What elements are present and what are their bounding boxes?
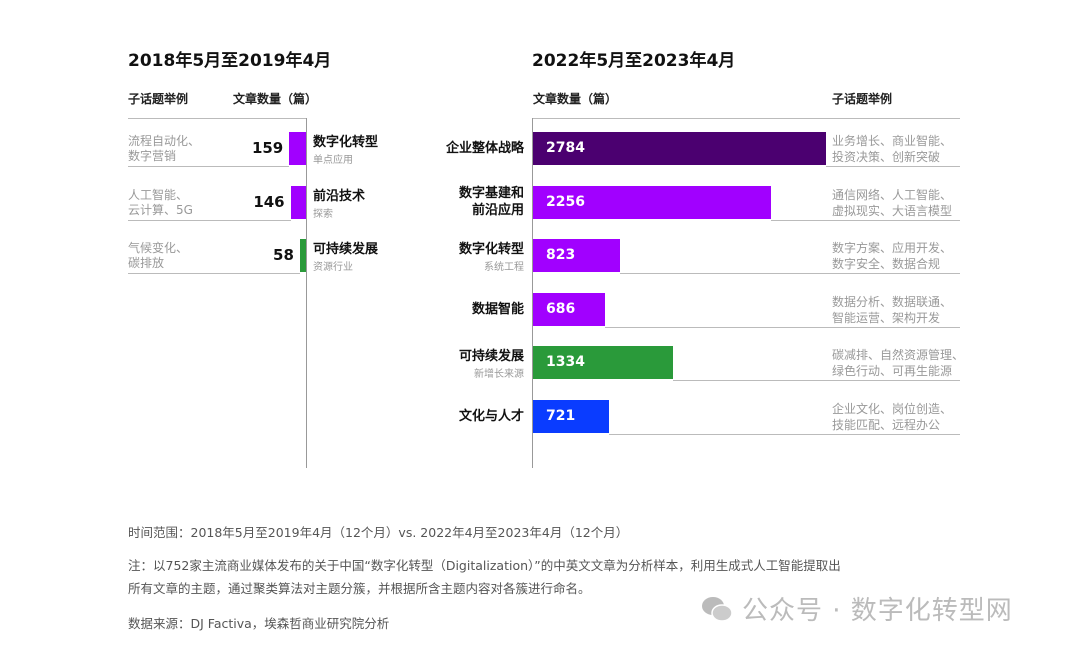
subtopic-examples: 人工智能、 云计算、5G [128,187,193,217]
bar [533,292,606,326]
subtopic-examples: 气候变化、 碳排放 [128,241,189,270]
row-line [128,273,300,274]
footer-note-line1: 注：以752家主流商业媒体发布的关于中国“数字化转型（Digitalizatio… [128,558,841,573]
wechat-icon [702,596,733,622]
right-axis [532,118,533,468]
left-subtopic-header: 子话题举例 [128,92,189,106]
value-label: 159 [251,139,284,157]
right-chart-title: 2022年5月至2023年4月 [532,51,736,71]
row-line [673,380,960,381]
category-label: 数据智能 [471,301,524,317]
category-label: 文化与人才 [458,408,524,424]
left-count-header: 文章数量（篇） [233,92,318,106]
value-label: 2784 [546,140,585,156]
row-line [128,219,291,221]
left-top-line [128,118,306,119]
bar [533,185,771,219]
value-label: 721 [546,407,576,424]
category-label: 数字化转型 [313,135,379,150]
subtopic-examples: 碳减排、自然资源管理、 绿色行动、可再生能源 [832,348,965,378]
value-label: 823 [546,247,576,263]
value-label: 686 [546,300,576,317]
category-sublabel: 探索 [313,208,333,220]
subtopic-examples: 数字方案、应用开发、 数字安全、数据合规 [832,241,953,271]
category-sublabel: 新增长来源 [474,369,524,381]
category-label: 数字基建和 前沿应用 [458,186,524,218]
footer-note-line2: 所有文章的主题，通过聚类算法对主题分簇，并根据所含主题内容对各簇进行命名。 [128,581,591,596]
row-line [605,326,960,328]
category-sublabel: 单点应用 [313,155,353,166]
subtopic-examples: 数据分析、数据联通、 智能运营、架构开发 [832,294,953,325]
value-label: 58 [273,246,294,264]
footer-range: 时间范围：2018年5月至2019年4月（12个月）vs. 2022年4月至20… [128,525,629,540]
subtopic-examples: 企业文化、岗位创造、 技能匹配、远程办公 [832,401,953,432]
right-subtopic-header: 子话题举例 [832,92,893,106]
left-axis [306,118,307,468]
watermark: 公众号 · 数字化转型网 [700,590,1013,627]
bar [299,239,306,272]
row-line [608,433,960,435]
subtopic-examples: 通信网络、人工智能、 虚拟现实、大语言模型 [832,187,953,218]
value-label: 2256 [546,193,585,210]
row-line [770,219,960,221]
subtopic-examples: 业务增长、商业智能、 投资决策、创新突破 [832,134,953,164]
right-count-header: 文章数量（篇） [533,92,618,106]
bar [533,346,674,379]
bar [533,132,827,165]
row-line [826,166,960,167]
category-label: 数字化转型 [458,242,524,258]
bar [289,132,306,165]
row-line [619,273,960,274]
footer-source: 数据来源：DJ Factiva，埃森哲商业研究院分析 [128,616,390,631]
category-label: 企业整体战略 [445,141,524,156]
value-label: 146 [253,192,285,211]
category-label: 可持续发展 [313,242,379,257]
bar [533,239,620,272]
bar [290,185,306,219]
watermark-text: 公众号 · 数字化转型网 [742,596,1013,626]
category-label: 可持续发展 [458,349,524,365]
category-sublabel: 资源行业 [313,262,353,273]
category-sublabel: 系统工程 [484,262,524,274]
row-line [128,166,290,167]
value-label: 1334 [546,354,585,370]
right-top-line [533,118,960,119]
bar [533,399,609,433]
left-chart-title: 2018年5月至2019年4月 [128,51,332,71]
subtopic-examples: 流程自动化、 数字营销 [128,134,201,163]
category-label: 前沿技术 [313,188,366,204]
